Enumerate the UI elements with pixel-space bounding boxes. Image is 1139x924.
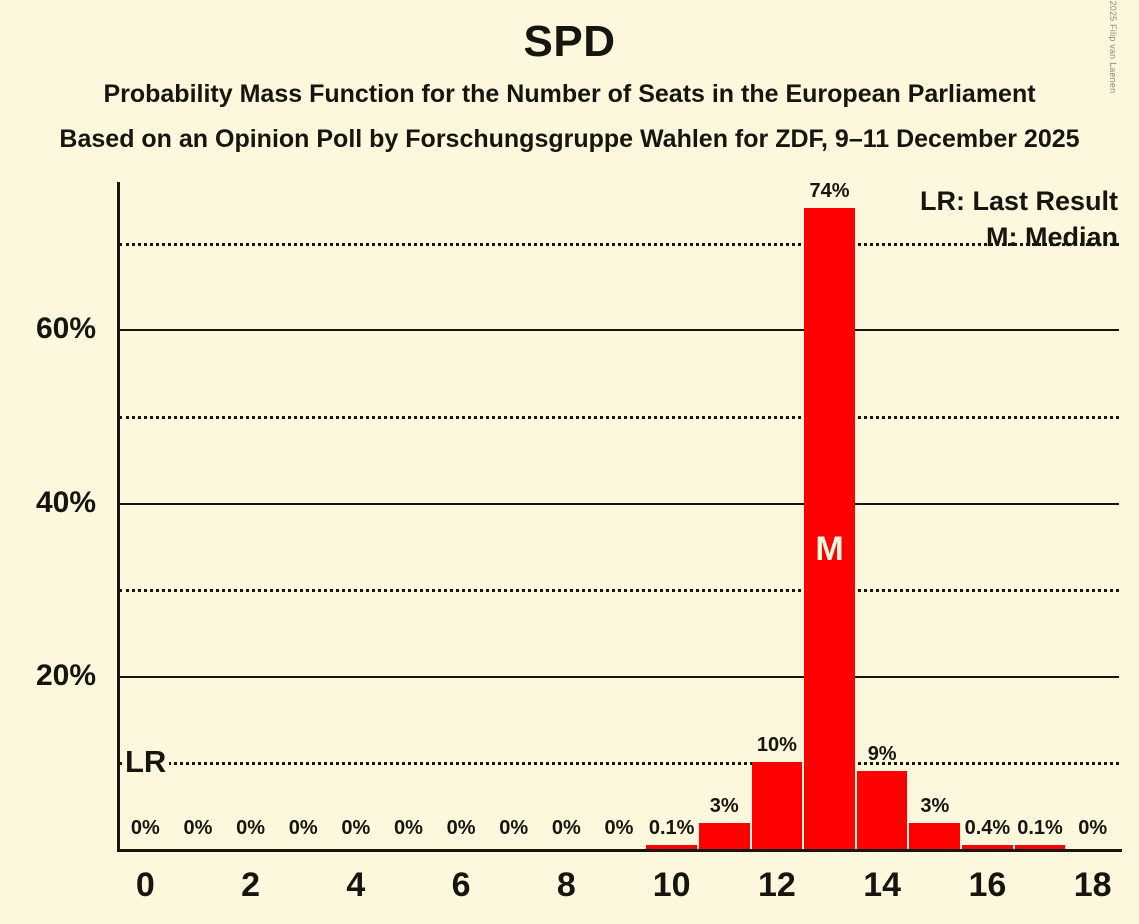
bar-value-label: 0% [551, 817, 581, 839]
bar-slot[interactable]: 0% [593, 182, 646, 849]
chart-subtitle-secondary: Based on an Opinion Poll by Forschungsgr… [59, 125, 1080, 153]
bar-value-label: 0% [394, 817, 423, 839]
x-axis-tick-label: 4 [346, 866, 366, 904]
bar-slot[interactable]: 0% [277, 182, 330, 849]
bar-slot[interactable]: 0% [382, 182, 435, 849]
bar-slot[interactable]: 0.4% [961, 182, 1014, 849]
y-axis-line [117, 182, 120, 849]
x-axis-tick-label: 12 [757, 866, 796, 904]
bar-slot[interactable]: 0% [119, 182, 172, 849]
bar-slot[interactable]: 0% [172, 182, 225, 849]
x-axis-line [117, 849, 1122, 852]
bar-value-label: 0% [341, 817, 371, 839]
bar[interactable] [909, 823, 961, 849]
legend-entry: M: Median [986, 221, 1118, 252]
bar-slot[interactable]: 0% [540, 182, 593, 849]
x-axis-tick-label: 14 [863, 866, 902, 904]
bar[interactable] [751, 762, 803, 849]
bar-slot[interactable]: 3% [908, 182, 961, 849]
x-axis-tick-labels: 0 2 4 6 8 10 12 14 16 18 [119, 866, 1119, 911]
bar-value-label: 0.4% [964, 817, 1011, 839]
gridline-major [119, 675, 1119, 678]
bar[interactable] [646, 845, 697, 849]
y-axis-tick-label: 20% [35, 658, 96, 692]
bar-slot[interactable]: 74% M [803, 180, 856, 849]
bar-slot[interactable]: 9% [856, 182, 909, 849]
bar-value-label: 10% [756, 734, 797, 757]
legend-entry: LR: Last Result [919, 186, 1118, 216]
x-axis-tick-label: 16 [968, 866, 1007, 904]
gridline-major [119, 329, 1119, 332]
x-axis-tick-label: 0 [135, 866, 155, 904]
y-axis-tick-label: 40% [35, 485, 96, 519]
bar-slot[interactable]: 3% [698, 182, 751, 849]
bar-slot[interactable]: 0% [330, 182, 383, 849]
copyright-notice: © 2025 Filip van Laenen [1108, 0, 1118, 94]
bar-value-label: 9% [867, 743, 897, 766]
bar-value-label: 0% [236, 817, 266, 839]
bar[interactable] [698, 823, 750, 849]
gridline-minor [119, 415, 1119, 419]
x-axis-tick-label: 18 [1073, 866, 1112, 904]
x-axis-tick-label: 2 [241, 866, 261, 904]
chart-plot-area: 20% 40% 60% 0% 0% 0% 0% 0% 0% 0% 0% 0% 0% 0.1% 3% 10% 7… [36, 180, 1122, 852]
x-axis-tick-label: 10 [652, 866, 691, 904]
bar-slot[interactable]: 0.1% [645, 182, 698, 849]
bar-value-label: 74% [809, 180, 850, 202]
bar-slot[interactable]: 0% [224, 182, 277, 849]
bar-series: 0% 0% 0% 0% 0% 0% 0% 0% 0% 0% 0.1% 3% 10% 74% M 9% 3% 0.4… [119, 180, 1119, 849]
bar-value-label: 0% [499, 817, 529, 839]
bar[interactable] [1014, 845, 1066, 849]
gridline-minor [119, 762, 1119, 766]
bar[interactable] [804, 208, 855, 849]
page-title: SPD [523, 17, 616, 66]
bar-value-label: 0% [288, 817, 318, 839]
bar-slot[interactable]: 0% [487, 182, 540, 849]
last-result-marker: LR [125, 744, 170, 781]
median-marker: M [815, 530, 844, 568]
bar-value-label: 0% [183, 817, 213, 839]
x-axis-tick-label: 6 [451, 866, 471, 904]
bar-value-label: 0% [130, 817, 160, 839]
bar-slot[interactable]: 0% [1066, 182, 1119, 849]
bar-slot[interactable]: 10% [751, 182, 804, 849]
bar-slot[interactable]: 0% [435, 182, 488, 849]
bar-value-label: 3% [709, 795, 739, 818]
chart-subtitle-primary: Probability Mass Function for the Number… [103, 80, 1036, 108]
title-block: SPD Probability Mass Function for the Nu… [0, 0, 1139, 152]
bar-value-label: 0.1% [1017, 817, 1063, 839]
bar-value-label: 0% [604, 817, 634, 839]
bar-value-label: 0% [446, 817, 476, 839]
chart-legend: LR: Last Result M: Median [920, 184, 1118, 255]
gridline-minor [119, 589, 1119, 593]
bar-value-label: 0.1% [648, 817, 695, 839]
gridline-major [119, 502, 1119, 505]
bar[interactable] [962, 845, 1013, 849]
gridline-minor [119, 242, 1119, 246]
bar-value-label: 0% [1078, 817, 1108, 839]
bar-value-label: 3% [920, 795, 950, 818]
y-axis-tick-label: 60% [35, 312, 96, 346]
bar-slot[interactable]: 0.1% [1014, 182, 1067, 849]
x-axis-tick-label: 8 [556, 866, 576, 904]
bar[interactable] [856, 771, 908, 849]
